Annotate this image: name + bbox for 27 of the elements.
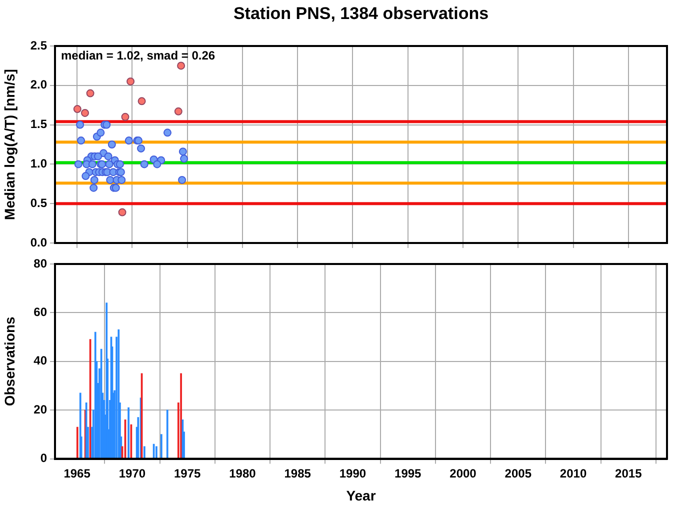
x-tick-label: 2000: [450, 466, 477, 480]
x-tick-label: 1985: [284, 466, 312, 480]
x-tick-label: 2005: [504, 466, 532, 480]
y-tick-label: 1.5: [30, 117, 48, 132]
x-axis-title: Year: [346, 487, 376, 504]
y-tick-label: 1.0: [30, 156, 48, 171]
y-tick-label: 0.5: [30, 196, 48, 210]
annotation: median = 1.02, smad = 0.26: [61, 48, 216, 62]
y-tick-label: 80: [34, 256, 48, 270]
y-axis-title: Median log(A/T) [nm/s]: [1, 69, 18, 220]
y-tick-label: 0.0: [30, 235, 48, 250]
y-tick-label: 40: [34, 354, 48, 368]
x-tick-label: 1970: [118, 466, 146, 480]
x-tick-label: 1980: [229, 466, 256, 480]
y-tick-label: 2.5: [30, 38, 48, 52]
y-tick-label: 0: [40, 451, 48, 466]
y-axis-title: Observations: [1, 316, 18, 406]
x-tick-label: 1975: [174, 466, 201, 480]
x-tick-label: 1965: [64, 466, 91, 480]
chart-title: Station PNS, 1384 observations: [232, 4, 490, 24]
y-tick-label: 2.0: [30, 78, 48, 92]
y-tick-label: 60: [34, 305, 48, 320]
y-tick-label: 20: [34, 402, 48, 416]
x-tick-label: 2010: [560, 466, 587, 480]
x-tick-label: 1995: [394, 466, 422, 480]
x-tick-label: 1990: [339, 466, 366, 480]
x-tick-label: 2015: [615, 466, 642, 480]
